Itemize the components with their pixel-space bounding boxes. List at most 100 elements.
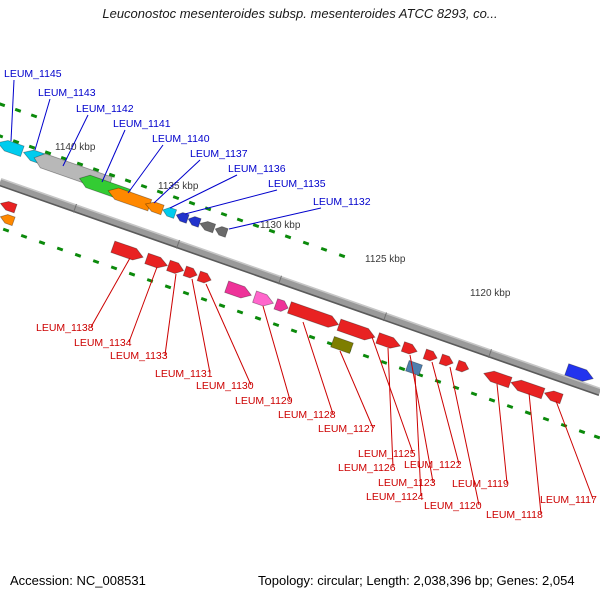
- feature-dash: [44, 150, 52, 156]
- feature-dash: [188, 200, 196, 206]
- gene-arrow[interactable]: [182, 265, 198, 279]
- gene-label[interactable]: LEUM_1135: [268, 178, 326, 190]
- gene-arrow[interactable]: [400, 341, 418, 355]
- gene-arrow[interactable]: [375, 332, 402, 349]
- feature-dash: [110, 265, 118, 271]
- feature-dash: [108, 172, 116, 178]
- feature-dash: [14, 107, 22, 113]
- gene-arrow[interactable]: [273, 298, 289, 312]
- gene-label[interactable]: LEUM_1120: [424, 500, 482, 512]
- gene-label[interactable]: LEUM_1133: [110, 350, 168, 362]
- label-leader-line: [302, 321, 334, 415]
- ruler-tick-label: 1135 kbp: [158, 181, 199, 192]
- gene-arrow[interactable]: [175, 212, 190, 224]
- feature-dash: [156, 189, 164, 195]
- gene-label[interactable]: LEUM_1131: [155, 368, 213, 380]
- gene-arrow[interactable]: [422, 348, 438, 362]
- gene-arrow[interactable]: [543, 390, 564, 405]
- feature-dash: [76, 161, 84, 167]
- feature-dash: [524, 410, 532, 416]
- feature-dash: [380, 360, 388, 365]
- gene-label[interactable]: LEUM_1129: [235, 395, 293, 407]
- gene-label[interactable]: LEUM_1124: [366, 491, 424, 503]
- gene-label[interactable]: LEUM_1118: [486, 509, 543, 521]
- gene-arrow[interactable]: [564, 363, 594, 382]
- ruler-tick-mark: [383, 312, 387, 322]
- gene-arrow[interactable]: [224, 280, 252, 299]
- gene-arrow[interactable]: [483, 370, 513, 389]
- feature-dash: [0, 102, 6, 108]
- feature-dash: [2, 227, 10, 233]
- status-topology-length-genes: Topology: circular; Length: 2,038,396 bp…: [258, 573, 575, 588]
- gene-arrow[interactable]: [405, 359, 423, 377]
- gene-label[interactable]: LEUM_1126: [338, 462, 396, 474]
- feature-dash: [338, 253, 346, 259]
- gene-arrow[interactable]: [252, 290, 275, 307]
- gene-label[interactable]: LEUM_1140: [152, 133, 210, 145]
- page-title: Leuconostoc mesenteroides subsp. mesente…: [102, 6, 498, 21]
- gene-arrow[interactable]: [0, 140, 25, 158]
- gene-arrow[interactable]: [162, 207, 178, 219]
- ruler-tick-label: 1130 kbp: [260, 220, 301, 231]
- gene-label[interactable]: LEUM_1127: [318, 423, 376, 435]
- feature-dash: [140, 184, 148, 189]
- feature-dash: [220, 212, 228, 217]
- gene-arrow[interactable]: [144, 252, 169, 269]
- gene-arrow[interactable]: [510, 379, 546, 400]
- gene-label[interactable]: LEUM_1138: [36, 322, 94, 334]
- gene-label[interactable]: LEUM_1128: [278, 409, 336, 421]
- gene-label[interactable]: LEUM_1122: [404, 459, 462, 471]
- feature-dash: [92, 167, 100, 172]
- feature-dash: [252, 223, 260, 228]
- feature-dash: [124, 178, 132, 184]
- gene-label[interactable]: LEUM_1134: [74, 337, 132, 349]
- feature-dash: [302, 240, 310, 246]
- gene-arrow[interactable]: [0, 214, 16, 227]
- gene-arrow[interactable]: [330, 335, 354, 355]
- gene-label[interactable]: LEUM_1132: [313, 196, 371, 208]
- gene-label[interactable]: LEUM_1125: [358, 448, 416, 460]
- gene-arrow[interactable]: [196, 270, 212, 284]
- feature-dash: [290, 328, 298, 334]
- label-leader-line: [555, 400, 594, 500]
- label-leader-line: [34, 98, 51, 151]
- gene-label[interactable]: LEUM_1142: [76, 103, 134, 115]
- gene-arrow[interactable]: [199, 221, 217, 234]
- feature-dash: [218, 303, 226, 309]
- feature-dash: [488, 397, 496, 403]
- gene-arrow[interactable]: [455, 359, 470, 373]
- gene-label[interactable]: LEUM_1123: [378, 477, 436, 489]
- feature-dash: [38, 240, 46, 246]
- label-leader-line: [128, 266, 158, 343]
- feature-dash: [20, 234, 28, 239]
- gene-label[interactable]: LEUM_1136: [228, 163, 286, 175]
- gene-arrow[interactable]: [286, 301, 340, 328]
- feature-dash: [30, 113, 38, 119]
- gene-arrow[interactable]: [336, 318, 376, 341]
- axis-top-edge: [0, 177, 600, 390]
- gene-arrow[interactable]: [166, 259, 185, 274]
- gene-label[interactable]: LEUM_1119: [452, 478, 509, 490]
- gene-arrow[interactable]: [438, 353, 454, 367]
- gene-arrow[interactable]: [214, 226, 229, 238]
- gene-label[interactable]: LEUM_1137: [190, 148, 248, 160]
- label-leader-line: [153, 159, 201, 204]
- gene-label[interactable]: LEUM_1141: [113, 118, 171, 130]
- feature-dash: [398, 366, 406, 372]
- gene-arrow[interactable]: [144, 201, 165, 216]
- gene-label[interactable]: LEUM_1130: [196, 380, 254, 392]
- gene-arrow[interactable]: [107, 187, 153, 212]
- gene-label[interactable]: LEUM_1145: [4, 68, 62, 80]
- feature-dash: [470, 391, 478, 397]
- gene-label[interactable]: LEUM_1117: [540, 494, 597, 506]
- gene-arrow[interactable]: [110, 240, 144, 261]
- feature-dash: [236, 309, 244, 315]
- ruler-tick-label: 1140 kbp: [55, 142, 96, 153]
- feature-dash: [12, 139, 20, 144]
- gene-arrow[interactable]: [0, 201, 18, 214]
- gene-label[interactable]: LEUM_1143: [38, 87, 96, 99]
- gene-arrow[interactable]: [187, 216, 202, 228]
- feature-dash: [362, 353, 370, 359]
- feature-dash: [28, 144, 36, 150]
